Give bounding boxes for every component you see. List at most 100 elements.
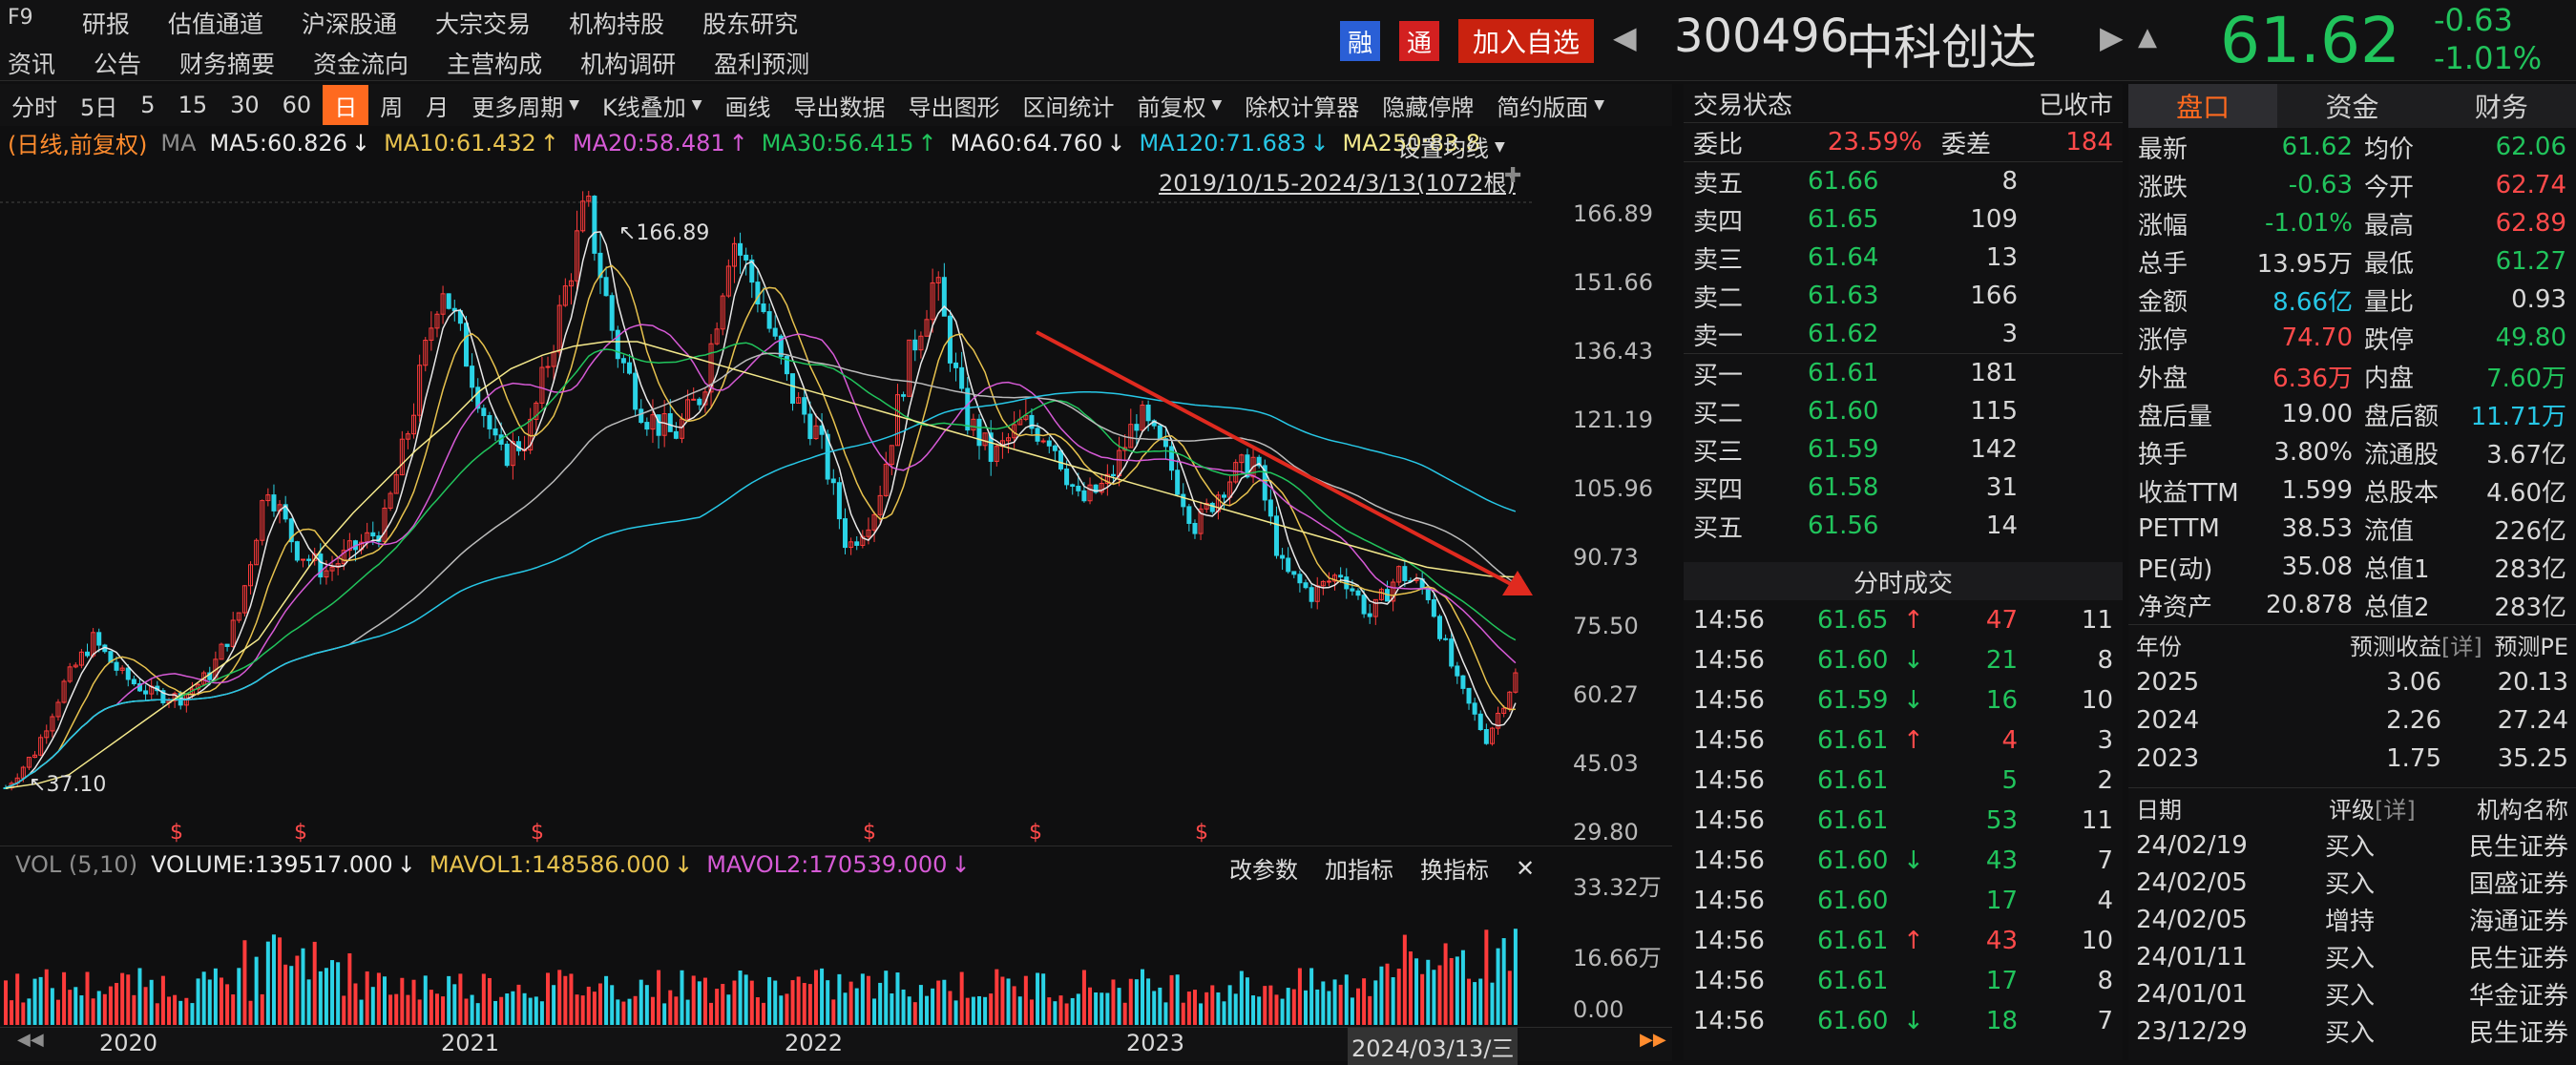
scroll-left-icon[interactable]: ◀◀ <box>17 1030 44 1050</box>
menu-survey[interactable]: 机构调研 <box>580 51 677 78</box>
orderbook-row[interactable]: 买四 61.58 31 <box>1684 469 2123 507</box>
tab-30min[interactable]: 30 <box>230 92 260 118</box>
vol-tick: 0.00 <box>1573 996 1624 1023</box>
volume-bar <box>627 998 632 1025</box>
orderbook-row[interactable]: 卖五 61.66 8 <box>1684 162 2123 200</box>
volume-chart[interactable] <box>0 882 1535 1027</box>
tab-intraday[interactable]: 分时 <box>11 94 57 121</box>
tab-5day[interactable]: 5日 <box>80 94 118 121</box>
tab-orderbook[interactable]: 盘口 <box>2128 84 2278 128</box>
range-stats-button[interactable]: 区间统计 <box>1022 94 1115 121</box>
dividend-marker[interactable]: $ <box>170 821 183 845</box>
orderbook-row[interactable]: 买二 61.60 115 <box>1684 392 2123 430</box>
forecast-detail-link[interactable]: [详] <box>2441 633 2482 660</box>
menu-business[interactable]: 主营构成 <box>447 51 543 78</box>
pin-icon[interactable]: ✚ <box>1504 164 1522 188</box>
prev-stock-icon[interactable]: ◀ <box>1613 19 1637 55</box>
orderbook-row[interactable]: 卖二 61.63 166 <box>1684 277 2123 315</box>
adjust-dropdown[interactable]: 前复权 ▼ <box>1126 85 1234 125</box>
add-watch-button[interactable]: 加入自选 <box>1458 19 1594 63</box>
rating-row[interactable]: 23/12/29 买入 民生证券 <box>2128 1013 2576 1050</box>
forecast-col: 预测收益 <box>2350 633 2441 660</box>
tick-list[interactable]: 14:56 61.65 ↑ 47 11 14:56 61.60 ↓ 21 8 14:56 61.59 ↓… <box>1684 600 2123 1041</box>
menu-announce[interactable]: 公告 <box>94 51 142 78</box>
tab-month[interactable]: 月 <box>426 94 450 121</box>
candle-body <box>143 690 149 695</box>
rating-detail-link[interactable]: [详] <box>2375 796 2416 824</box>
rating-row[interactable]: 24/02/19 买入 民生证券 <box>2128 826 2576 864</box>
chevron-down-icon: ▼ <box>1594 97 1605 113</box>
menu-news[interactable]: 资讯 <box>8 51 56 78</box>
kline-overlay-dropdown[interactable]: K线叠加 ▼ <box>591 85 714 125</box>
badge-rong[interactable]: 融 <box>1340 21 1380 61</box>
dividend-marker[interactable]: $ <box>1029 821 1042 845</box>
kline-chart[interactable] <box>0 191 1535 849</box>
menu-research[interactable]: 研报 <box>82 10 131 38</box>
ex-rights-calculator-button[interactable]: 除权计算器 <box>1245 94 1360 121</box>
tick-count: 3 <box>2097 726 2113 755</box>
tab-week[interactable]: 周 <box>380 94 404 121</box>
volume-bar <box>1344 974 1349 1025</box>
edit-params-button[interactable]: 改参数 <box>1229 857 1298 884</box>
simple-layout-dropdown[interactable]: 简约版面 ▼ <box>1485 85 1616 125</box>
volume-bar <box>1473 982 1477 1025</box>
orderbook-row[interactable]: 卖一 61.62 3 <box>1684 315 2123 353</box>
pin-icon[interactable]: ▲ <box>2138 23 2157 52</box>
export-data-button[interactable]: 导出数据 <box>793 94 886 121</box>
candle-body <box>568 280 574 287</box>
dividend-marker[interactable]: $ <box>531 821 544 845</box>
f9-label[interactable]: F9 <box>8 6 33 30</box>
dividend-marker[interactable]: $ <box>863 821 876 845</box>
add-indicator-button[interactable]: 加指标 <box>1325 857 1393 884</box>
rating-row[interactable]: 24/01/11 买入 民生证券 <box>2128 938 2576 975</box>
rating-row[interactable]: 24/01/01 买入 华金证券 <box>2128 975 2576 1013</box>
tab-finance[interactable]: 财务 <box>2426 84 2576 128</box>
volume-bar <box>155 1003 159 1025</box>
orderbook-row[interactable]: 买三 61.59 142 <box>1684 430 2123 469</box>
hide-suspension-button[interactable]: 隐藏停牌 <box>1382 94 1475 121</box>
switch-indicator-button[interactable]: 换指标 <box>1420 857 1489 884</box>
rating-row[interactable]: 24/02/05 买入 国盛证券 <box>2128 864 2576 901</box>
orderbook-row[interactable]: 卖四 61.65 109 <box>1684 200 2123 239</box>
tab-60min[interactable]: 60 <box>282 92 312 118</box>
menu-valuation[interactable]: 估值通道 <box>168 10 264 38</box>
close-icon[interactable]: ✕ <box>1516 854 1536 882</box>
set-ma-dropdown[interactable]: 设置均线 ▼ <box>1397 130 1505 163</box>
dividend-marker[interactable]: $ <box>1195 821 1208 845</box>
menu-block-trade[interactable]: 大宗交易 <box>435 10 532 38</box>
menu-connect[interactable]: 沪深股通 <box>302 10 398 38</box>
badge-tong[interactable]: 通 <box>1399 21 1439 61</box>
volume-bar <box>1210 985 1215 1025</box>
kline-overlay-label: K线叠加 <box>601 94 686 121</box>
tab-fund[interactable]: 资金 <box>2277 84 2427 128</box>
volume-bar <box>1111 979 1116 1025</box>
export-image-button[interactable]: 导出图形 <box>908 94 1000 121</box>
volume-bar <box>1070 997 1075 1025</box>
menu-forecast[interactable]: 盈利预测 <box>714 51 810 78</box>
rating-row[interactable]: 24/02/05 增持 海通证券 <box>2128 901 2576 938</box>
forecast-eps: 2.26 <box>2386 706 2441 735</box>
next-stock-icon[interactable]: ▶ <box>2100 19 2124 55</box>
menu-institution[interactable]: 机构持股 <box>569 10 665 38</box>
volume-bar <box>807 984 812 1025</box>
more-periods-dropdown[interactable]: 更多周期 ▼ <box>460 85 591 125</box>
candle-body <box>429 327 434 342</box>
candle-body <box>877 494 883 515</box>
volume-bar <box>1408 951 1413 1025</box>
tick-row: 14:56 61.59 ↓ 16 10 <box>1684 680 2123 720</box>
menu-finance[interactable]: 财务摘要 <box>179 51 276 78</box>
tab-day[interactable]: 日 <box>323 85 369 125</box>
orderbook-row[interactable]: 买一 61.61 181 <box>1684 354 2123 392</box>
orderbook-row[interactable]: 买五 61.56 14 <box>1684 507 2123 545</box>
orderbook-row[interactable]: 卖三 61.64 13 <box>1684 239 2123 277</box>
menu-shareholder[interactable]: 股东研究 <box>702 10 799 38</box>
volume-bar <box>995 969 999 1025</box>
dividend-marker[interactable]: $ <box>294 821 307 845</box>
volume-bar <box>831 999 836 1025</box>
tab-5min[interactable]: 5 <box>140 92 156 118</box>
draw-line-button[interactable]: 画线 <box>724 94 771 121</box>
scroll-right-icon[interactable]: ▶▶ <box>1640 1030 1666 1050</box>
volume-bar <box>702 977 707 1025</box>
menu-fundflow[interactable]: 资金流向 <box>313 51 409 78</box>
tab-15min[interactable]: 15 <box>178 92 208 118</box>
